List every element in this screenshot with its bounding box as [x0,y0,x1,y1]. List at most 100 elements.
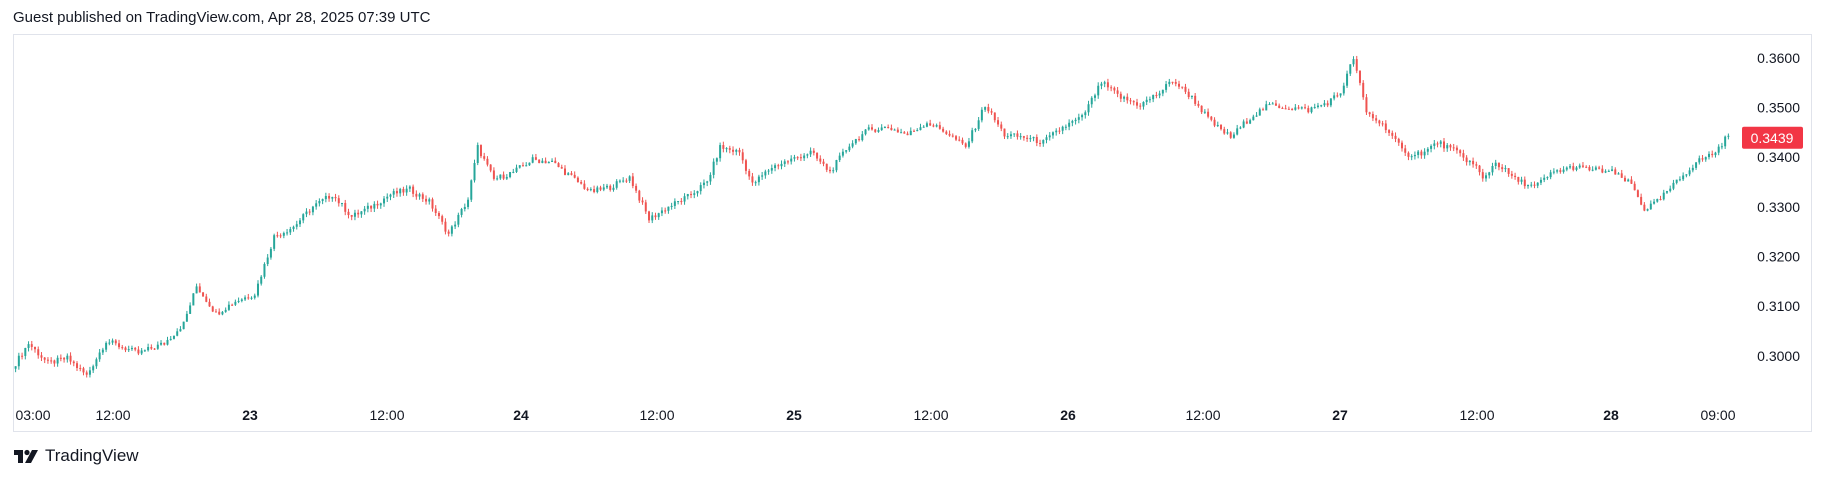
candle-body [702,182,705,186]
candle-body [1064,126,1067,128]
candle [1362,80,1365,100]
candle-body [1223,129,1226,134]
candle [780,160,783,170]
candle [1252,114,1255,121]
candle [1126,93,1129,104]
candle-body [560,167,563,169]
candle [408,185,411,192]
candle-body [1207,111,1210,117]
candle [699,182,702,195]
candle-body [1339,93,1342,96]
candle [1262,107,1265,111]
candle-body [431,199,434,209]
candle [282,231,285,239]
candle [92,364,95,374]
candle [670,202,673,210]
candle-body [434,208,437,214]
candle-body [1446,145,1449,149]
candle [1423,148,1426,159]
candle-body [670,205,673,207]
candle-body [964,143,967,147]
candle [43,357,46,364]
candle [360,211,363,218]
candle [53,359,56,367]
candle [1310,106,1313,114]
candle [379,202,382,209]
candle [143,349,146,352]
candle [1039,139,1042,147]
candle [1636,189,1639,198]
candle-body [1653,201,1656,204]
candle [218,308,221,316]
candle [893,128,896,131]
candle-body [521,165,524,167]
candle-body [1601,168,1604,173]
x-tick-label: 03:00 [15,407,50,423]
candle-body [528,162,531,166]
candle-body [609,185,612,190]
candle [211,305,214,313]
candle-body [1569,166,1572,168]
candle-body [1190,95,1193,98]
candle [806,153,809,159]
candle-body [1245,121,1248,124]
candle-body [631,176,634,186]
candle-body [360,211,363,215]
tradingview-brand[interactable]: TradingView [13,446,139,466]
candle [1029,134,1032,142]
candle [738,147,741,156]
candle-body [1035,137,1038,143]
candle-body [690,194,693,196]
candle [974,128,977,133]
candle-body [1000,124,1003,129]
candle-body [916,130,919,132]
candle [777,163,780,170]
candle-body [790,158,793,162]
candle-body [606,185,609,188]
candle [69,352,72,365]
candle-body [376,203,379,206]
candle-body [518,165,521,168]
candle [1152,94,1155,103]
candle-body [832,170,835,172]
candle [609,184,612,192]
candle [712,158,715,179]
candle-body [30,344,33,347]
candle [256,280,259,298]
candle-body [279,235,282,237]
candle-body [1468,160,1471,163]
candle-body [1294,107,1297,110]
candle [1617,172,1620,175]
candle [273,233,276,252]
candle-body [1507,168,1510,174]
candle-body [1349,64,1352,74]
candle-body [1310,107,1313,113]
candle-body [1281,107,1284,109]
candle-body [1287,108,1290,110]
candle-body [1249,120,1252,124]
candle [1194,93,1197,106]
candle-body [1517,176,1520,182]
candle [1300,106,1303,110]
candle-body [1368,112,1371,115]
candle-body [754,182,757,184]
candle [1720,142,1723,150]
candle [835,159,838,173]
candle-body [1404,148,1407,153]
candle [1352,56,1355,67]
candle [1333,92,1336,101]
candle-body [977,120,980,129]
candle [547,161,550,164]
candle [425,195,428,205]
candle-body [1048,135,1051,138]
candle-body [160,342,163,345]
candle [935,123,938,128]
x-tick-label: 09:00 [1700,407,1735,423]
candle [276,231,279,238]
candle [85,370,88,378]
candle [828,166,831,174]
candle-body [751,176,754,183]
candle [1475,161,1478,169]
candle [1026,134,1029,142]
